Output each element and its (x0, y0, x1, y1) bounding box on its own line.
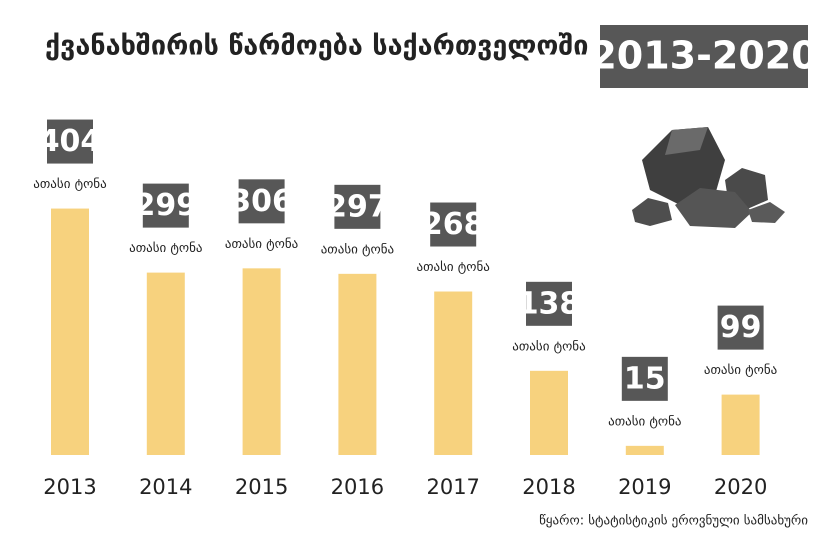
value-label: 297 (326, 189, 389, 224)
bar (242, 268, 281, 455)
subtitle-badge (600, 25, 808, 88)
coal-icon (632, 127, 785, 228)
unit-label: ათასი ტონა (321, 242, 394, 257)
value-label-box (47, 119, 93, 164)
bar (530, 370, 568, 455)
x-tick-label: 2013 (43, 475, 96, 499)
unit-label: ათასი ტონა (33, 177, 106, 192)
x-tick-label: 2019 (618, 475, 671, 499)
unit-label: ათასი ტონა (129, 241, 202, 256)
x-tick-label: 2016 (331, 475, 384, 499)
bar (434, 291, 473, 455)
bar (721, 394, 760, 455)
chart-subtitle: 2013-2020 (590, 34, 817, 78)
chart-title: ქვანახშირის წარმოება საქართველოში (45, 31, 589, 62)
x-tick-label: 2017 (426, 475, 479, 499)
value-label: 306 (230, 184, 293, 219)
value-label: 299 (134, 188, 197, 223)
x-tick-label: 2014 (139, 475, 192, 499)
value-label-box (430, 202, 477, 247)
value-label: 138 (518, 286, 581, 321)
x-tick-label: 2020 (714, 475, 767, 499)
unit-label: ათასი ტონა (417, 260, 490, 275)
value-label-box (334, 184, 381, 229)
bar (338, 273, 377, 455)
bar (625, 445, 664, 455)
value-label-box (717, 305, 764, 350)
x-tick-label: 2015 (235, 475, 288, 499)
value-label: 268 (422, 207, 485, 242)
value-label-box (142, 183, 189, 228)
unit-label: ათასი ტონა (608, 414, 681, 429)
value-label-box (621, 356, 668, 401)
source-note: წყარო: სტატისტიკის ეროვნული სამსახური (539, 514, 808, 529)
value-label-box (526, 281, 572, 326)
unit-label: ათასი ტონა (512, 339, 585, 354)
x-tick-label: 2018 (522, 475, 575, 499)
unit-label: ათასი ტონა (225, 237, 298, 252)
unit-label: ათასი ტონა (704, 363, 777, 378)
value-label: 15 (624, 361, 666, 396)
value-label: 99 (720, 310, 762, 345)
bar (146, 272, 185, 455)
value-label: 404 (39, 124, 102, 159)
bar (51, 208, 89, 455)
value-label-box (238, 179, 285, 224)
